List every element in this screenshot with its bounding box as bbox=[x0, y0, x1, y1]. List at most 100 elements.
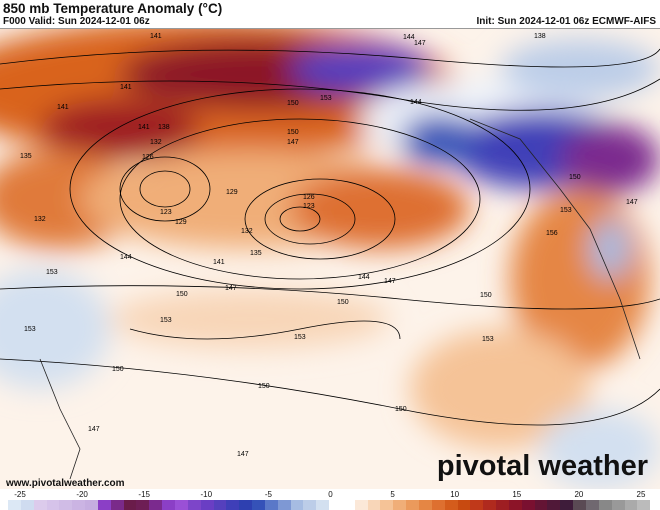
contour-label: 138 bbox=[158, 124, 170, 131]
contour-label: 123 bbox=[160, 209, 172, 216]
contour-label: 153 bbox=[560, 207, 572, 214]
colorbar-swatch bbox=[560, 500, 574, 510]
contour-label: 150 bbox=[480, 292, 492, 299]
contour-label: 150 bbox=[395, 406, 407, 413]
contour-label: 150 bbox=[258, 383, 270, 390]
contour-label: 144 bbox=[403, 34, 415, 41]
colorbar-tick-label: 10 bbox=[450, 490, 460, 499]
contour-label: 135 bbox=[250, 250, 262, 257]
contour-label: 123 bbox=[303, 203, 315, 210]
colorbar-tick-label: -25 bbox=[14, 490, 26, 499]
colorbar-swatch bbox=[85, 500, 98, 510]
colorbar-swatch bbox=[470, 500, 484, 510]
contour-label: 153 bbox=[46, 269, 58, 276]
colorbar-swatch bbox=[46, 500, 60, 510]
colorbar-swatch bbox=[483, 500, 497, 510]
colorbar-tick-label: 20 bbox=[574, 490, 584, 499]
colorbar-swatch bbox=[213, 500, 227, 510]
colorbar-swatch bbox=[521, 500, 535, 510]
colorbar-swatch bbox=[136, 500, 150, 510]
coastline-west bbox=[39, 358, 81, 480]
colorbar-swatch bbox=[624, 500, 638, 510]
contour-label: 150 bbox=[337, 299, 349, 306]
height-contours bbox=[0, 48, 660, 426]
colorbar-swatch bbox=[97, 500, 111, 510]
contour-label: 150 bbox=[287, 100, 299, 107]
contour-label: 153 bbox=[24, 326, 36, 333]
colorbar-swatch bbox=[380, 500, 394, 510]
colorbar-swatch bbox=[393, 500, 407, 510]
colorbar-swatch bbox=[33, 500, 47, 510]
valid-time: F000 Valid: Sun 2024-12-01 06z bbox=[3, 16, 150, 27]
colorbar-swatch bbox=[611, 500, 625, 510]
colorbar-swatch bbox=[419, 500, 432, 510]
contour-label: 132 bbox=[241, 228, 253, 235]
contour-label: 150 bbox=[569, 174, 581, 181]
colorbar-tick-label: 5 bbox=[390, 490, 395, 499]
contour-label: 132 bbox=[150, 139, 162, 146]
colorbar-ticks: -25 -20 -15 -10 -5 0 5 10 15 20 25 bbox=[0, 490, 660, 500]
colorbar-tick-label: 25 bbox=[636, 490, 646, 499]
colorbar-swatch bbox=[290, 500, 304, 510]
colorbar-swatch bbox=[162, 500, 175, 510]
colorbar-swatch bbox=[149, 500, 163, 510]
contour-label: 132 bbox=[34, 216, 46, 223]
colorbar-swatch bbox=[547, 500, 561, 510]
colorbar-swatch bbox=[496, 500, 509, 510]
contour-label: 150 bbox=[287, 129, 299, 136]
colorbar-tick-label: -5 bbox=[264, 490, 272, 499]
colorbar-swatch bbox=[252, 500, 265, 510]
website-url: www.pivotalweather.com bbox=[6, 478, 125, 489]
contour-label: 147 bbox=[384, 278, 396, 285]
contour-label: 147 bbox=[414, 40, 426, 47]
pivotal-weather-logo: pivotal weather bbox=[436, 450, 648, 482]
contour-label: 147 bbox=[225, 285, 237, 292]
colorbar-swatch bbox=[264, 500, 278, 510]
contour-label: 135 bbox=[20, 153, 32, 160]
colorbar-swatch bbox=[534, 500, 548, 510]
colorbar-swatch bbox=[573, 500, 586, 510]
colorbar-swatch bbox=[239, 500, 253, 510]
colorbar-swatch bbox=[329, 500, 342, 510]
contour-label: 144 bbox=[120, 254, 132, 261]
contour-label: 147 bbox=[88, 426, 100, 433]
contour-label: 141 bbox=[57, 104, 69, 111]
colorbar-swatch bbox=[508, 500, 522, 510]
colorbar-tick-label: -15 bbox=[138, 490, 150, 499]
coastline bbox=[469, 118, 641, 360]
contour-label: 147 bbox=[237, 451, 249, 458]
contour-label: 138 bbox=[534, 33, 546, 40]
colorbar-swatch bbox=[316, 500, 330, 510]
colorbar-swatch bbox=[341, 500, 355, 510]
colorbar-swatch bbox=[367, 500, 381, 510]
colorbar-swatch bbox=[598, 500, 612, 510]
contour-label: 141 bbox=[120, 84, 132, 91]
contour-label: 153 bbox=[482, 336, 494, 343]
temperature-anomaly-map[interactable]: 141 141 141 144 147 138 144 141 138 135 … bbox=[0, 28, 660, 489]
colorbar-swatch bbox=[123, 500, 137, 510]
contour-label: 156 bbox=[546, 230, 558, 237]
contour-label: 141 bbox=[138, 124, 150, 131]
colorbar-tick-label: -20 bbox=[76, 490, 88, 499]
colorbar-swatch bbox=[637, 500, 651, 510]
init-time: Init: Sun 2024-12-01 06z ECMWF-AIFS bbox=[476, 16, 656, 27]
contour-label: 141 bbox=[150, 33, 162, 40]
colorbar-tick-label: -10 bbox=[200, 490, 213, 499]
anomaly-field bbox=[0, 29, 660, 489]
colorbar-swatch bbox=[444, 500, 458, 510]
colorbar-tick-label: 0 bbox=[328, 490, 333, 499]
colorbar-swatch bbox=[200, 500, 214, 510]
colorbar-swatch bbox=[303, 500, 317, 510]
colorbar-swatch bbox=[20, 500, 34, 510]
colorbar-swatch bbox=[226, 500, 240, 510]
colorbar-swatch bbox=[72, 500, 86, 510]
contour-label: 126 bbox=[303, 194, 315, 201]
contour-label: 153 bbox=[320, 95, 332, 102]
colorbar-swatch bbox=[585, 500, 599, 510]
contour-label: 150 bbox=[176, 291, 188, 298]
colorbar-swatch bbox=[277, 500, 291, 510]
contour-label: 150 bbox=[112, 366, 124, 373]
colorbar bbox=[8, 500, 651, 510]
contour-label: 129 bbox=[175, 219, 187, 226]
contour-label: 147 bbox=[287, 139, 299, 146]
